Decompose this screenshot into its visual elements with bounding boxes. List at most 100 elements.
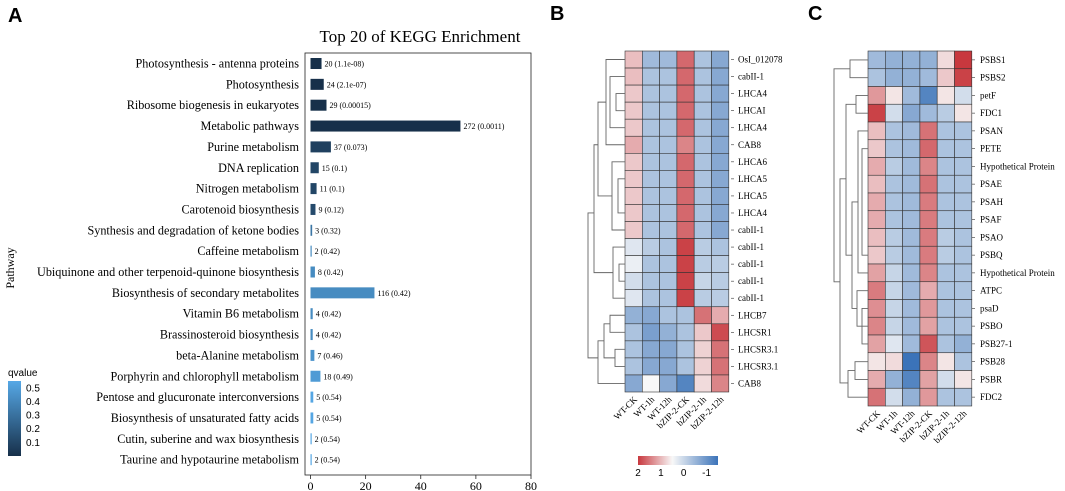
x-tick-label: 40	[415, 479, 427, 491]
heatmap-cell	[676, 50, 695, 69]
heatmap-cell	[711, 204, 730, 222]
heatmap-b: OsI_012078 cabII-1 LHCA4 LHCAI LHCA4 CAB8 LHCA…	[612, 50, 783, 431]
heatmap-row-label: LHCSR3.1	[738, 361, 778, 371]
bar-value-label: 7 (0.46)	[317, 351, 343, 360]
heatmap-cell	[936, 387, 955, 407]
heatmap-row-label: FDC2	[980, 392, 1002, 402]
heatmap-cell	[936, 121, 955, 141]
dendrogram-branch	[605, 59, 625, 146]
heatmap-cell	[936, 281, 955, 300]
heatmap-legend-tick-label: 2	[635, 468, 641, 479]
dendrogram-branch	[587, 212, 598, 359]
heatmap-cell	[676, 135, 695, 154]
heatmap-cell	[919, 68, 938, 87]
heatmap-row-label: LHCA4	[738, 208, 767, 218]
bar-value-label: 2 (0.54)	[315, 435, 341, 444]
heatmap-cell	[902, 370, 921, 389]
heatmap-row-label: PSAE	[980, 179, 1003, 189]
heatmap-cell	[884, 352, 903, 371]
heatmap-cell	[936, 263, 955, 283]
bar-value-label: 20 (1.1e-08)	[325, 60, 365, 69]
heatmap-cell	[884, 245, 903, 265]
heatmap-row-label: PETE	[980, 144, 1002, 154]
heatmap-legend-tick-label: 1	[658, 468, 664, 479]
heatmap-cell	[624, 187, 643, 205]
heatmap-cell	[884, 316, 903, 336]
heatmap-cell	[659, 255, 678, 273]
heatmap-cell	[867, 387, 886, 407]
heatmap-cell	[676, 272, 695, 290]
bar	[310, 329, 313, 341]
heatmap-cell	[936, 139, 955, 158]
heatmap-colorbar	[638, 456, 718, 465]
heatmap-cell	[902, 299, 921, 318]
heatmap-cell	[711, 272, 730, 290]
heatmap-cell	[624, 170, 643, 188]
heatmap-cell	[919, 50, 938, 70]
heatmap-cell	[624, 357, 643, 376]
heatmap-cell	[919, 370, 938, 389]
pathway-label: Synthesis and degradation of ketone bodi…	[87, 223, 299, 237]
chart-a-title: Top 20 of KEGG Enrichment	[320, 27, 521, 46]
heatmap-cell	[867, 210, 886, 229]
qvalue-colorbar	[8, 381, 21, 456]
heatmap-cell	[954, 68, 973, 87]
dendrogram-branch	[615, 93, 625, 112]
heatmap-cell	[659, 84, 678, 103]
heatmap-cell	[693, 67, 712, 86]
heatmap-cell	[624, 84, 643, 103]
heatmap-cell	[711, 135, 730, 154]
heatmap-row-label: petF	[980, 90, 996, 100]
heatmap-cell	[884, 281, 903, 300]
heatmap-cell	[693, 135, 712, 154]
qvalue-tick-label: 0.4	[26, 397, 40, 408]
dendrogram-branch	[845, 103, 856, 256]
heatmap-cell	[954, 334, 973, 354]
heatmap-cell	[659, 306, 678, 325]
pathway-label: Vitamin B6 metabolism	[183, 307, 300, 321]
heatmap-row-label: cabII-1	[738, 259, 764, 269]
heatmap-cell	[867, 139, 886, 158]
heatmap-row-label: LHCAI	[738, 106, 766, 116]
heatmap-cell	[902, 68, 921, 87]
heatmap-cell	[867, 263, 886, 283]
heatmap-row-label: PSAN	[980, 126, 1004, 136]
heatmap-cell	[676, 340, 695, 359]
heatmap-cell	[641, 84, 660, 103]
heatmap-cell	[711, 340, 730, 359]
pathway-label: Cutin, suberine and wax biosynthesis	[117, 432, 299, 446]
heatmap-cell	[936, 316, 955, 336]
dendrogram-branch	[839, 178, 848, 384]
heatmap-cell	[676, 289, 695, 308]
heatmap-cell	[884, 210, 903, 229]
heatmap-cell	[902, 263, 921, 283]
dendrogram-branch	[847, 370, 868, 398]
heatmap-cell	[936, 50, 955, 70]
heatmap-cell	[936, 68, 955, 87]
bar	[310, 183, 317, 195]
qvalue-legend-title: qvalue	[8, 368, 38, 379]
heatmap-cell	[867, 334, 886, 354]
heatmap-cell	[624, 238, 643, 256]
bar	[310, 349, 315, 361]
heatmap-cell	[919, 334, 938, 354]
heatmap-cell	[936, 352, 955, 371]
heatmap-cell	[676, 221, 695, 239]
dendrogram-branch	[597, 101, 612, 197]
heatmap-cell	[954, 86, 973, 105]
heatmap-cell	[641, 67, 660, 86]
heatmap-row-label: OsI_012078	[738, 55, 783, 65]
heatmap-cell	[919, 121, 938, 141]
heatmap-cell	[884, 228, 903, 247]
heatmap-cell	[954, 228, 973, 247]
heatmap-cell	[884, 370, 903, 389]
heatmap-cell	[867, 68, 886, 87]
heatmap-cell	[624, 101, 643, 120]
pathway-label: Ubiquinone and other terpenoid-quinone b…	[37, 265, 299, 279]
heatmap-row-label: LHCA5	[738, 174, 767, 184]
heatmap-cell	[693, 118, 712, 137]
heatmap-cell	[867, 245, 886, 265]
heatmap-cell	[954, 245, 973, 265]
heatmap-cell	[954, 263, 973, 283]
qvalue-tick-label: 0.2	[26, 424, 40, 435]
